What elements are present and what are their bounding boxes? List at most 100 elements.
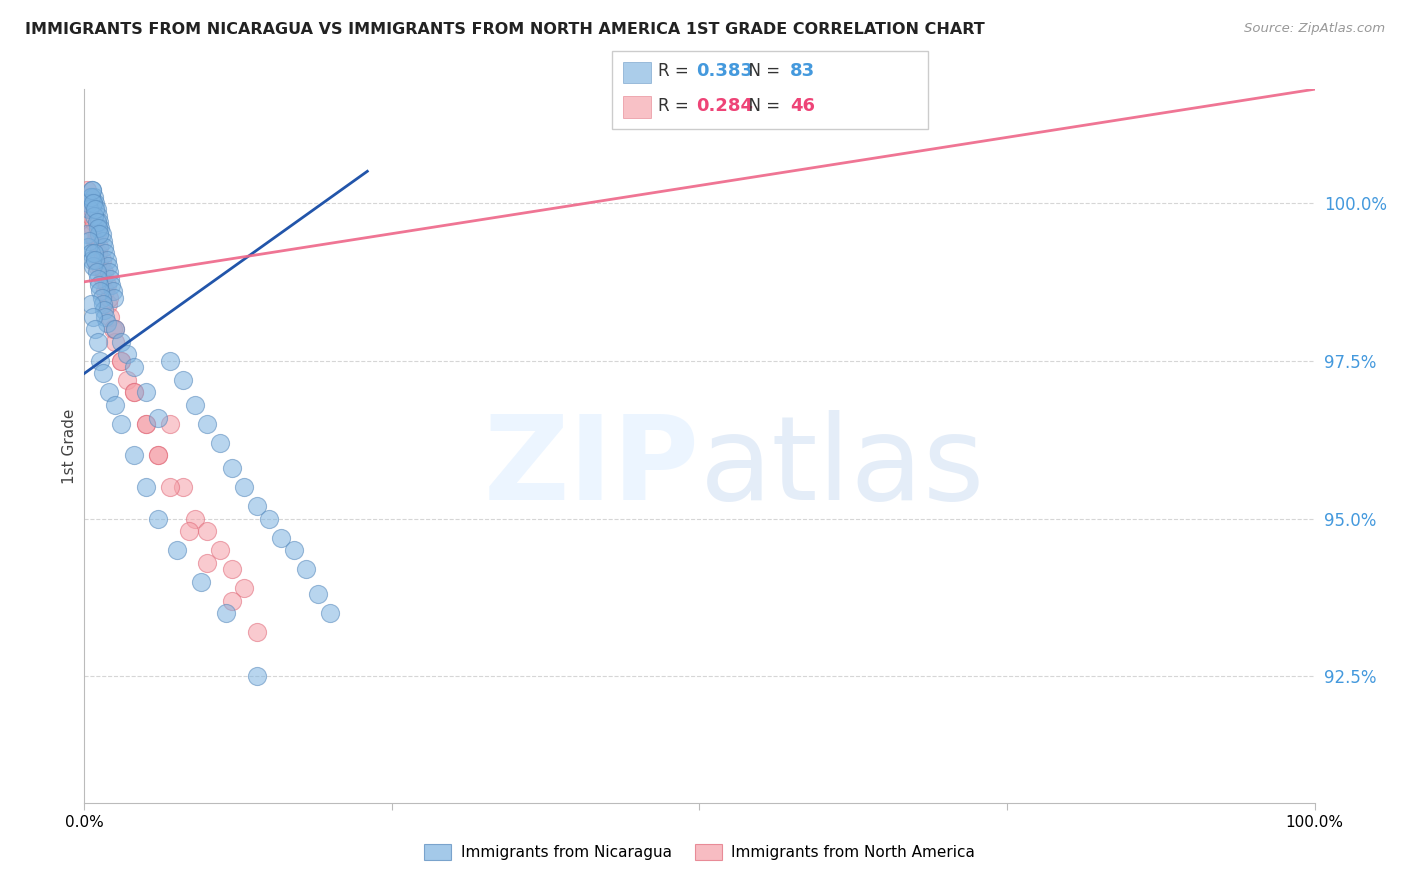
Point [159, 417, 181, 431]
Point [79, 246, 101, 260]
Point [82, 221, 104, 235]
Point [295, 562, 318, 576]
Point [177, 524, 200, 539]
Point [96, 252, 118, 267]
Point [83, 209, 105, 223]
Text: N =: N = [738, 97, 786, 115]
Text: Source: ZipAtlas.com: Source: ZipAtlas.com [1244, 22, 1385, 36]
Point [89, 259, 111, 273]
Point [93, 265, 115, 279]
Point [190, 574, 212, 589]
Point [89, 221, 111, 235]
Point [82, 195, 104, 210]
Point [122, 360, 145, 375]
Point [197, 556, 219, 570]
Point [208, 543, 231, 558]
Point [82, 310, 104, 324]
Point [80, 252, 103, 267]
Point [307, 587, 329, 601]
Point [86, 265, 108, 279]
Point [104, 322, 127, 336]
Point [84, 202, 107, 217]
Point [91, 297, 114, 311]
Point [104, 398, 127, 412]
Point [233, 480, 256, 494]
Point [87, 271, 110, 285]
Point [80, 183, 103, 197]
Point [79, 234, 101, 248]
Text: 0.284: 0.284 [696, 97, 754, 115]
Point [98, 310, 121, 324]
Point [94, 246, 117, 260]
Point [82, 259, 104, 273]
Point [135, 417, 157, 431]
Point [97, 259, 120, 273]
Point [89, 353, 111, 368]
Point [83, 246, 105, 260]
Point [98, 271, 121, 285]
Point [80, 202, 103, 217]
Text: 0.383: 0.383 [696, 62, 754, 80]
Point [87, 215, 111, 229]
Point [257, 511, 280, 525]
Point [148, 449, 170, 463]
Point [84, 322, 107, 336]
Point [101, 285, 124, 299]
Point [197, 524, 219, 539]
Point [82, 195, 104, 210]
Point [96, 316, 118, 330]
Point [117, 373, 139, 387]
Point [110, 353, 132, 368]
Point [87, 246, 110, 260]
Point [103, 291, 125, 305]
Point [86, 202, 108, 217]
Point [110, 353, 132, 368]
Point [97, 297, 120, 311]
Point [117, 347, 139, 361]
Point [110, 417, 132, 431]
Point [101, 322, 124, 336]
Point [233, 581, 256, 595]
Point [98, 385, 120, 400]
Point [135, 385, 157, 400]
Point [86, 259, 108, 273]
Point [246, 669, 269, 683]
Point [197, 417, 219, 431]
Point [87, 221, 110, 235]
Point [94, 285, 117, 299]
Point [104, 322, 127, 336]
Legend: Immigrants from Nicaragua, Immigrants from North America: Immigrants from Nicaragua, Immigrants fr… [418, 838, 981, 866]
Point [166, 543, 188, 558]
Point [270, 531, 292, 545]
Point [91, 271, 114, 285]
Point [79, 189, 101, 203]
Point [148, 410, 170, 425]
Point [89, 285, 111, 299]
Point [90, 252, 112, 267]
Point [84, 195, 107, 210]
Y-axis label: 1st Grade: 1st Grade [62, 409, 77, 483]
Point [83, 215, 105, 229]
Point [77, 240, 100, 254]
Point [104, 334, 127, 349]
Point [96, 277, 118, 292]
Point [159, 480, 181, 494]
Point [221, 593, 243, 607]
Point [87, 334, 110, 349]
Point [283, 543, 305, 558]
Point [93, 303, 115, 318]
Point [98, 265, 120, 279]
Point [135, 480, 157, 494]
Point [91, 234, 114, 248]
Point [215, 607, 238, 621]
Point [246, 499, 269, 513]
Point [98, 291, 120, 305]
Text: N =: N = [738, 62, 786, 80]
Point [122, 385, 145, 400]
Point [184, 511, 207, 525]
Point [79, 227, 101, 242]
Point [221, 562, 243, 576]
Point [76, 183, 98, 197]
Point [77, 195, 100, 210]
Point [184, 398, 207, 412]
